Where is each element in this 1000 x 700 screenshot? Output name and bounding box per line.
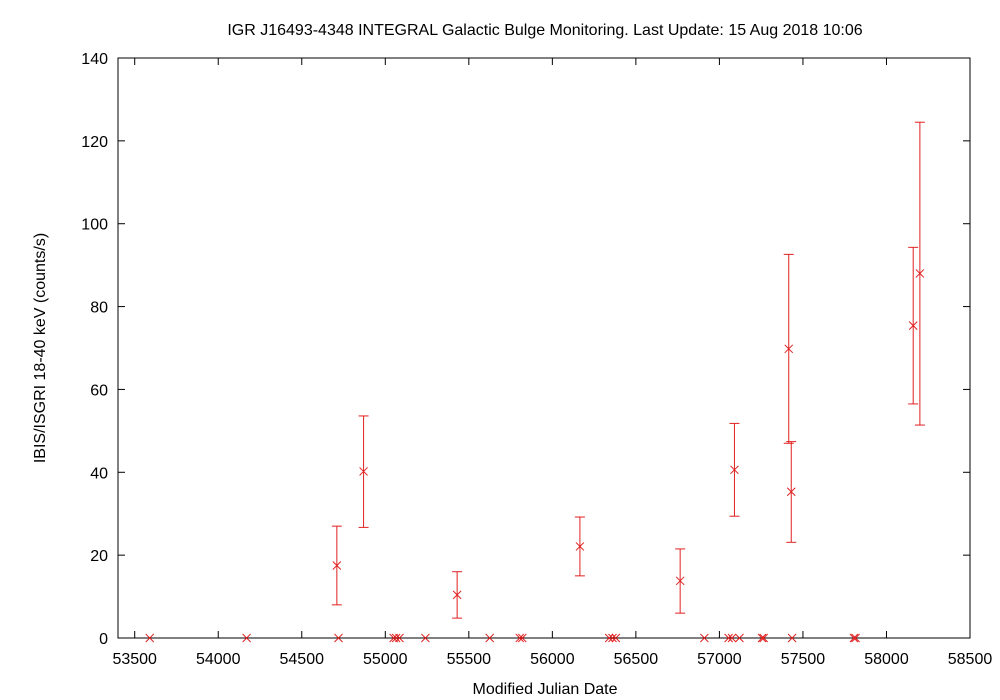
- data-point: [608, 633, 617, 643]
- point-marker-stroke: [611, 633, 621, 643]
- point-marker-stroke: [395, 633, 404, 643]
- data-point: [915, 269, 925, 278]
- data-point: [395, 633, 404, 643]
- y-tick-label: 100: [81, 217, 108, 234]
- point-marker-stroke: [675, 576, 685, 586]
- point-marker-stroke: [787, 633, 797, 643]
- point-marker-stroke: [849, 633, 859, 643]
- data-point: [515, 633, 525, 643]
- point-marker-stroke: [359, 467, 368, 476]
- data-point: [359, 467, 368, 476]
- point-marker-stroke: [700, 633, 709, 643]
- data-point: [242, 633, 251, 643]
- data-point: [332, 561, 342, 570]
- data-points: [145, 269, 925, 643]
- chart-title: IGR J16493-4348 INTEGRAL Galactic Bulge …: [227, 22, 862, 39]
- y-axis-label: IBIS/ISGRI 18-40 keV (counts/s): [32, 233, 49, 463]
- point-marker-stroke: [757, 633, 767, 643]
- point-marker-stroke: [517, 633, 527, 643]
- point-marker-stroke: [727, 633, 737, 643]
- point-marker-stroke: [391, 633, 401, 643]
- data-point: [908, 321, 918, 330]
- x-tick-label: 54500: [280, 651, 325, 668]
- data-point: [452, 590, 462, 600]
- y-tick-label: 140: [81, 51, 108, 68]
- data-point: [757, 633, 767, 643]
- point-marker-stroke: [242, 633, 251, 643]
- data-point: [851, 633, 860, 643]
- data-point: [604, 633, 614, 643]
- y-tick-label: 20: [90, 548, 108, 565]
- data-point: [575, 542, 585, 551]
- point-marker-stroke: [452, 590, 462, 600]
- point-marker-stroke: [145, 633, 155, 643]
- data-point: [517, 633, 527, 643]
- error-bars: [331, 121, 925, 619]
- data-point: [334, 633, 343, 643]
- x-tick-label: 58000: [864, 651, 909, 668]
- x-tick-label: 57500: [781, 651, 826, 668]
- x-tick-label: 55000: [363, 651, 408, 668]
- point-marker-stroke: [332, 561, 342, 570]
- point-marker-stroke: [604, 633, 614, 643]
- point-marker-stroke: [784, 344, 794, 354]
- x-tick-label: 56000: [530, 651, 575, 668]
- x-tick-label: 57000: [697, 651, 742, 668]
- x-axis-label: Modified Julian Date: [473, 681, 618, 698]
- data-point: [675, 576, 685, 586]
- point-marker-stroke: [608, 633, 617, 643]
- plot-frame: [117, 57, 971, 639]
- y-tick-label: 120: [81, 134, 108, 151]
- point-marker-stroke: [730, 465, 739, 475]
- point-marker-stroke: [851, 633, 860, 643]
- data-point: [145, 633, 155, 643]
- point-marker-stroke: [735, 633, 744, 643]
- y-tick-label: 60: [90, 382, 108, 399]
- point-marker-stroke: [485, 633, 495, 643]
- data-point: [759, 633, 769, 643]
- x-tick-label: 54000: [196, 651, 241, 668]
- data-point: [787, 633, 797, 643]
- point-marker-stroke: [515, 633, 525, 643]
- point-marker-stroke: [908, 321, 918, 330]
- point-marker-stroke: [575, 542, 585, 551]
- data-point: [730, 465, 739, 475]
- x-tick-label: 58500: [948, 651, 993, 668]
- x-tick-label: 56500: [614, 651, 659, 668]
- point-marker-stroke: [915, 269, 925, 278]
- data-point: [849, 633, 859, 643]
- point-marker-stroke: [421, 633, 430, 643]
- data-point: [421, 633, 430, 643]
- data-point: [700, 633, 709, 643]
- data-point: [611, 633, 621, 643]
- data-point: [485, 633, 495, 643]
- data-point: [786, 487, 796, 497]
- x-tick-label: 55500: [447, 651, 492, 668]
- data-point: [727, 633, 737, 643]
- x-tick-label: 53500: [112, 651, 157, 668]
- y-tick-label: 40: [90, 465, 108, 482]
- data-point: [391, 633, 401, 643]
- y-tick-label: 80: [90, 300, 108, 317]
- point-marker-stroke: [786, 487, 796, 497]
- point-marker-stroke: [724, 633, 733, 643]
- data-point: [724, 633, 733, 643]
- data-point: [735, 633, 744, 643]
- data-point: [784, 344, 794, 354]
- y-tick-label: 0: [99, 631, 108, 648]
- point-marker-stroke: [334, 633, 343, 643]
- axis-ticks: 53500 54000 54500 55000 55500 56000 56500 57000…: [81, 51, 992, 668]
- point-marker-stroke: [759, 633, 769, 643]
